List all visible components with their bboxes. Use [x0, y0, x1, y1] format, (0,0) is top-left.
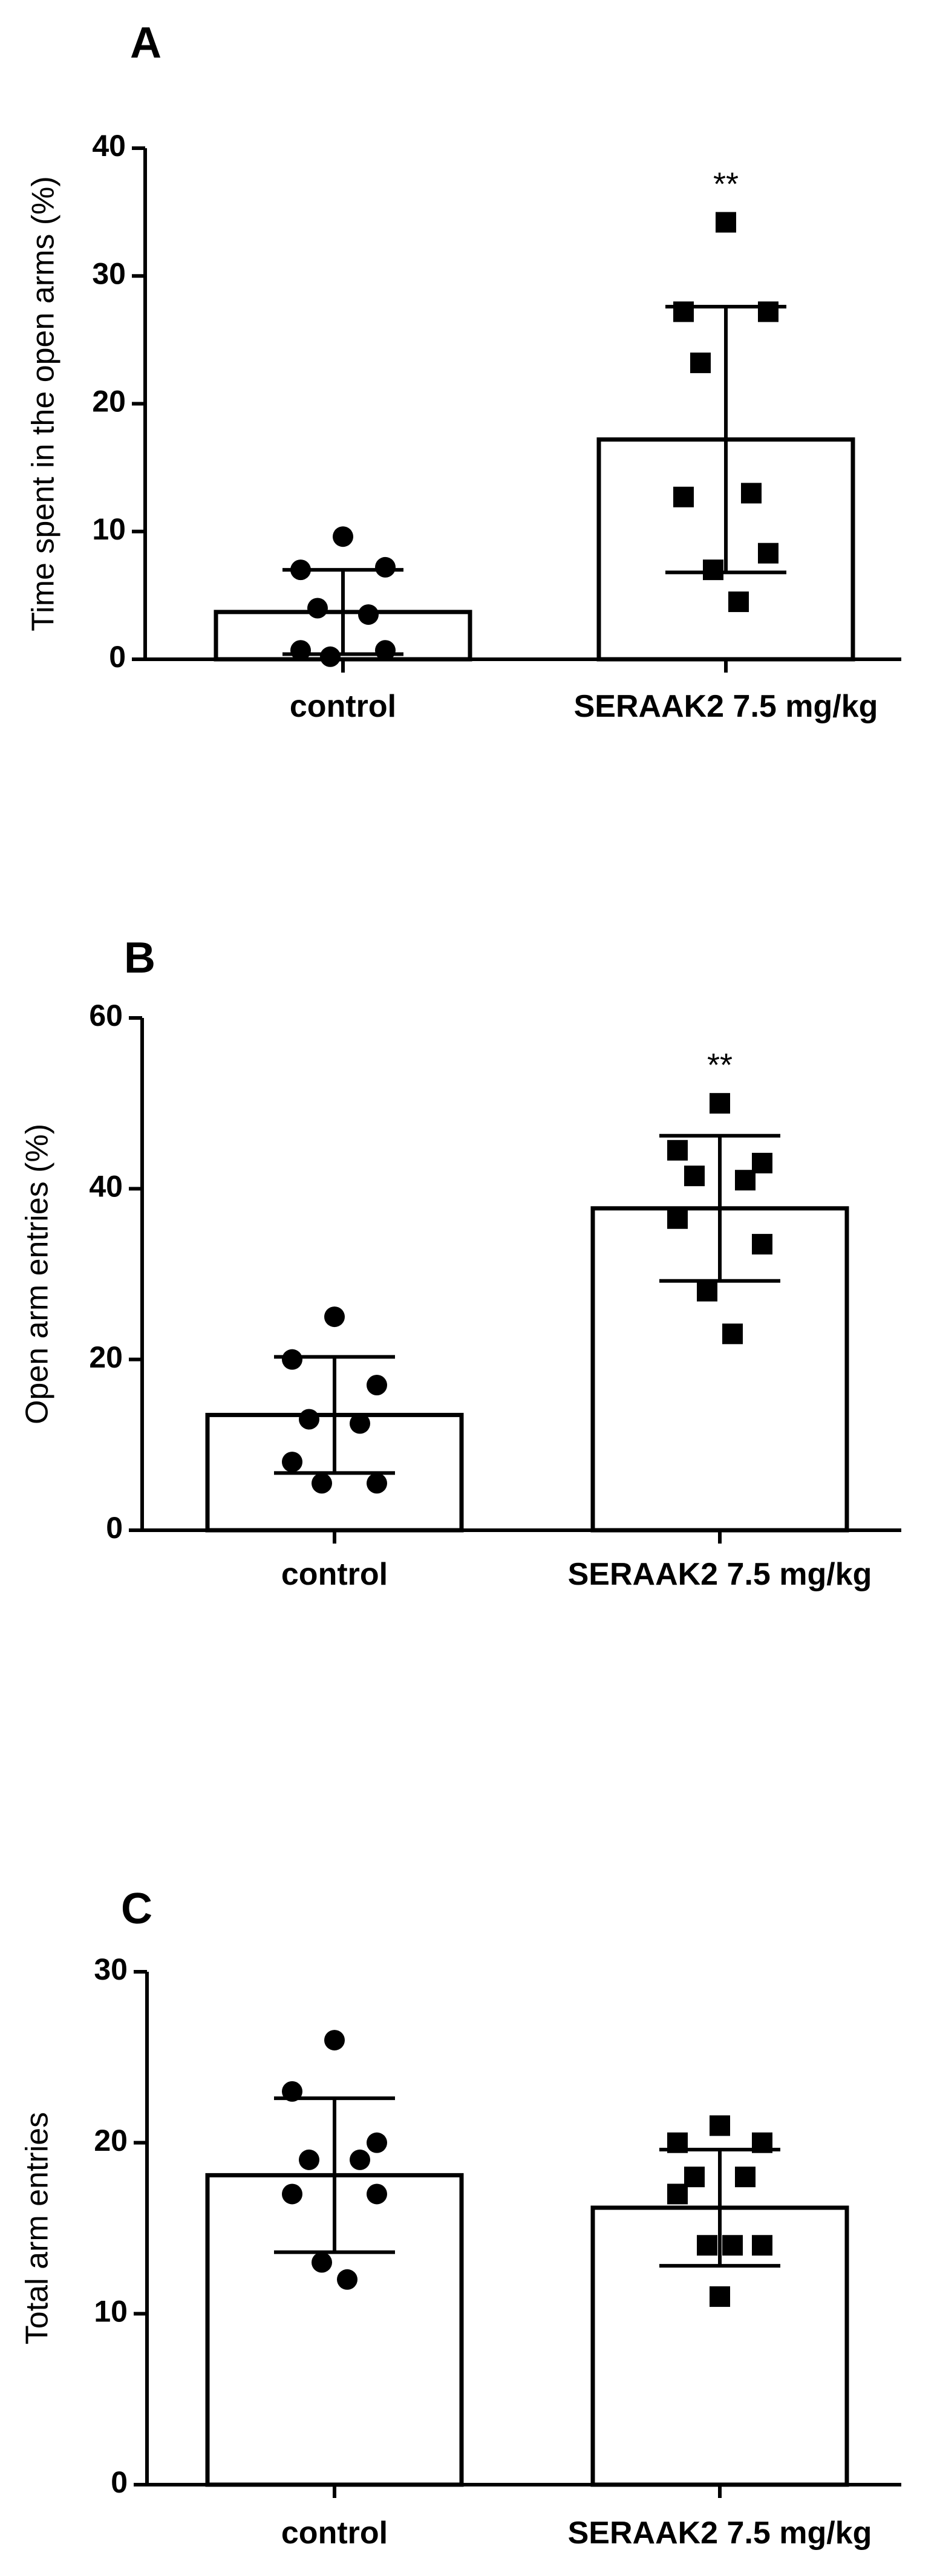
panel-letter: A [130, 19, 162, 67]
data-point [282, 1349, 302, 1370]
data-point [290, 640, 311, 661]
data-point [282, 2081, 302, 2102]
y-tick-label: 40 [89, 1170, 123, 1204]
y-axis-label: Time spent in the open arms (%) [26, 176, 61, 631]
data-point [299, 1409, 319, 1430]
data-point [312, 1473, 332, 1494]
data-point [667, 1140, 688, 1161]
data-point [307, 598, 328, 619]
y-tick-label: 0 [109, 640, 126, 674]
y-tick-label: 30 [94, 1952, 128, 1986]
data-point [703, 559, 723, 581]
chart-panel-b: B Open arm entries (%) 0 20 40 60 control SERAA… [20, 934, 901, 1592]
data-point [710, 1093, 730, 1114]
data-point [337, 2269, 357, 2290]
data-point [728, 591, 749, 612]
data-point [367, 2132, 387, 2153]
data-point [375, 640, 396, 661]
panel-letter: C [121, 1885, 152, 1933]
data-point [320, 646, 341, 667]
x-category-label: control [281, 1557, 388, 1592]
y-tick-label: 40 [92, 129, 126, 163]
y-tick-label: 0 [111, 2465, 128, 2499]
data-point [375, 556, 396, 578]
data-point [667, 2132, 688, 2153]
data-point [367, 1473, 387, 1494]
data-point [735, 1170, 756, 1191]
data-point [667, 2183, 688, 2205]
data-point [690, 352, 711, 373]
data-point [697, 1280, 717, 1302]
data-point [350, 2149, 370, 2170]
data-point [722, 2235, 743, 2256]
panel-letter: B [124, 934, 155, 982]
data-point [710, 2286, 730, 2307]
data-point [710, 2115, 730, 2136]
data-point [752, 2132, 772, 2153]
data-point [752, 1234, 772, 1255]
data-point [735, 2167, 756, 2188]
significance-marker: ** [713, 166, 739, 203]
data-point [312, 2252, 332, 2273]
data-point [716, 212, 736, 233]
data-point [673, 301, 694, 322]
data-point [758, 301, 778, 322]
data-point [697, 2235, 717, 2256]
data-point [358, 604, 379, 625]
x-category-label: SERAAK2 7.5 mg/kg [574, 689, 878, 724]
data-point [350, 1413, 370, 1434]
chart-panel-c: C Total arm entries 0 10 20 30 control SERAAK2 … [20, 1885, 901, 2551]
data-point [741, 483, 762, 504]
data-point [673, 486, 694, 507]
data-point [752, 2235, 772, 2256]
x-category-label: control [281, 2516, 388, 2551]
data-point [758, 543, 778, 564]
data-point [333, 526, 353, 547]
data-point [324, 1306, 345, 1328]
y-tick-label: 20 [92, 385, 126, 419]
data-point [290, 559, 311, 581]
data-point [282, 2183, 302, 2205]
data-point [667, 1208, 688, 1229]
data-point [282, 1452, 302, 1473]
y-tick-label: 10 [92, 512, 126, 546]
data-point [684, 1166, 705, 1187]
x-category-label: SERAAK2 7.5 mg/kg [568, 2516, 872, 2551]
y-axis-label: Open arm entries (%) [20, 1124, 55, 1424]
data-point [722, 1323, 743, 1345]
data-point [324, 2030, 345, 2051]
y-tick-label: 60 [89, 999, 123, 1032]
data-point [367, 1375, 387, 1396]
y-tick-label: 10 [94, 2295, 128, 2329]
y-tick-label: 30 [92, 256, 126, 290]
y-tick-label: 0 [106, 1511, 123, 1545]
x-category-label: control [290, 689, 396, 724]
data-point [367, 2183, 387, 2205]
y-tick-label: 20 [89, 1340, 123, 1374]
y-axis-label: Total arm entries [20, 2112, 55, 2344]
significance-marker: ** [707, 1047, 733, 1083]
y-tick-label: 20 [94, 2124, 128, 2157]
chart-panel-a: A Time spent in the open arms (%) 0 10 20 30 4… [26, 19, 901, 724]
data-point [299, 2149, 319, 2170]
x-category-label: SERAAK2 7.5 mg/kg [568, 1557, 872, 1592]
